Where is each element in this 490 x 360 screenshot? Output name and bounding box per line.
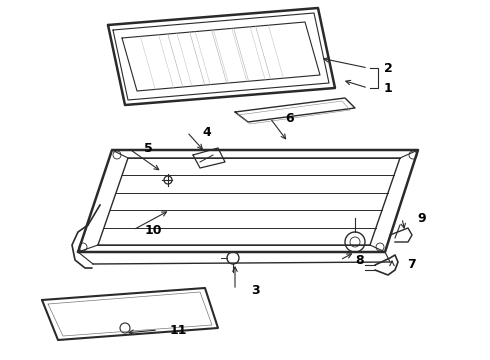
Text: 7: 7	[408, 258, 416, 271]
Text: 8: 8	[356, 253, 364, 266]
Text: 6: 6	[286, 112, 294, 125]
Text: 5: 5	[144, 141, 152, 154]
Text: 9: 9	[417, 211, 426, 225]
Text: 3: 3	[251, 284, 259, 297]
Text: 4: 4	[203, 126, 211, 139]
Text: 2: 2	[384, 62, 392, 75]
Text: 11: 11	[169, 324, 187, 337]
Text: 10: 10	[144, 224, 162, 237]
Text: 1: 1	[384, 81, 392, 94]
